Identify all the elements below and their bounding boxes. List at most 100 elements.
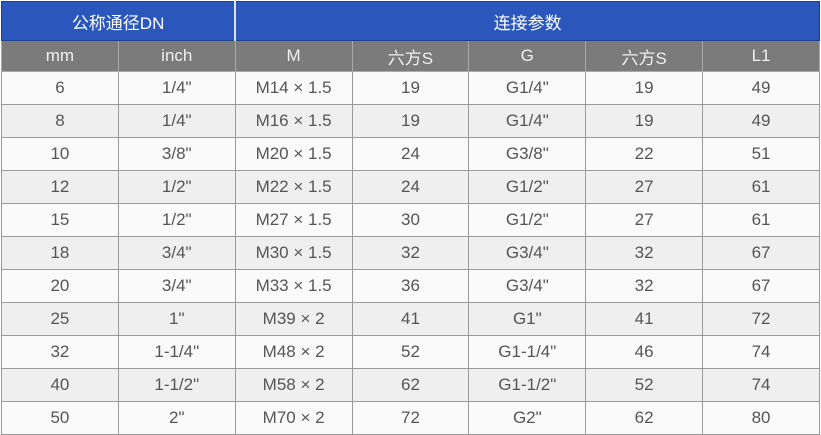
cell-inch: 3/8" <box>117 137 236 171</box>
cell-l1: 72 <box>702 302 820 336</box>
cell-l1: 74 <box>702 368 820 402</box>
cell-g: G1-1/2" <box>468 368 587 402</box>
cell-inch: 3/4" <box>117 269 236 303</box>
cell-hex-s-1: 41 <box>351 302 470 336</box>
table-row: 12 1/2" M22 × 1.5 24 G1/2" 27 61 <box>1 170 820 204</box>
cell-l1: 61 <box>702 170 820 204</box>
cell-l1: 67 <box>702 269 820 303</box>
cell-l1: 80 <box>702 401 820 435</box>
cell-g: G1/4" <box>468 71 587 105</box>
cell-g: G2" <box>468 401 587 435</box>
cell-m: M30 × 1.5 <box>234 236 353 270</box>
table-row: 20 3/4" M33 × 1.5 36 G3/4" 32 67 <box>1 269 820 303</box>
cell-hex-s-1: 19 <box>351 104 470 138</box>
cell-inch: 1" <box>117 302 236 336</box>
cell-m: M20 × 1.5 <box>234 137 353 171</box>
cell-inch: 1/4" <box>117 104 236 138</box>
column-header-mm: mm <box>1 40 119 72</box>
cell-inch: 3/4" <box>117 236 236 270</box>
cell-hex-s-2: 19 <box>585 71 704 105</box>
cell-hex-s-2: 19 <box>585 104 704 138</box>
cell-g: G3/4" <box>468 269 587 303</box>
table-row: 15 1/2" M27 × 1.5 30 G1/2" 27 61 <box>1 203 820 237</box>
cell-l1: 49 <box>702 104 820 138</box>
cell-mm: 10 <box>1 137 119 171</box>
cell-hex-s-1: 52 <box>351 335 470 369</box>
cell-mm: 6 <box>1 71 119 105</box>
cell-m: M22 × 1.5 <box>234 170 353 204</box>
cell-mm: 8 <box>1 104 119 138</box>
cell-g: G1/4" <box>468 104 587 138</box>
cell-hex-s-2: 46 <box>585 335 704 369</box>
cell-hex-s-2: 32 <box>585 236 704 270</box>
cell-g: G1/2" <box>468 170 587 204</box>
cell-mm: 20 <box>1 269 119 303</box>
cell-m: M14 × 1.5 <box>234 71 353 105</box>
cell-g: G1" <box>468 302 587 336</box>
group-header-connection-params: 连接参数 <box>234 1 821 41</box>
cell-g: G3/8" <box>468 137 587 171</box>
column-header-m: M <box>234 40 353 72</box>
cell-l1: 74 <box>702 335 820 369</box>
cell-hex-s-1: 24 <box>351 137 470 171</box>
cell-hex-s-1: 30 <box>351 203 470 237</box>
cell-inch: 1-1/2" <box>117 368 236 402</box>
cell-m: M70 × 2 <box>234 401 353 435</box>
cell-mm: 15 <box>1 203 119 237</box>
cell-l1: 49 <box>702 71 820 105</box>
cell-hex-s-1: 32 <box>351 236 470 270</box>
column-header-hex-s-1: 六方S <box>351 40 470 72</box>
cell-m: M27 × 1.5 <box>234 203 353 237</box>
table-row: 6 1/4" M14 × 1.5 19 G1/4" 19 49 <box>1 71 820 105</box>
cell-mm: 40 <box>1 368 119 402</box>
cell-hex-s-1: 62 <box>351 368 470 402</box>
table-row: 40 1-1/2" M58 × 2 62 G1-1/2" 52 74 <box>1 368 820 402</box>
table-row: 10 3/8" M20 × 1.5 24 G3/8" 22 51 <box>1 137 820 171</box>
cell-hex-s-1: 24 <box>351 170 470 204</box>
cell-inch: 1/2" <box>117 203 236 237</box>
cell-mm: 25 <box>1 302 119 336</box>
cell-inch: 1-1/4" <box>117 335 236 369</box>
cell-l1: 51 <box>702 137 820 171</box>
cell-inch: 2" <box>117 401 236 435</box>
cell-g: G1/2" <box>468 203 587 237</box>
table-row: 25 1" M39 × 2 41 G1" 41 72 <box>1 302 820 336</box>
cell-m: M48 × 2 <box>234 335 353 369</box>
cell-l1: 61 <box>702 203 820 237</box>
cell-hex-s-1: 36 <box>351 269 470 303</box>
cell-inch: 1/2" <box>117 170 236 204</box>
cell-hex-s-2: 32 <box>585 269 704 303</box>
column-header-inch: inch <box>117 40 236 72</box>
cell-mm: 32 <box>1 335 119 369</box>
cell-hex-s-2: 62 <box>585 401 704 435</box>
table-row: 18 3/4" M30 × 1.5 32 G3/4" 32 67 <box>1 236 820 270</box>
cell-hex-s-2: 41 <box>585 302 704 336</box>
cell-hex-s-1: 19 <box>351 71 470 105</box>
column-header-g: G <box>468 40 587 72</box>
cell-mm: 18 <box>1 236 119 270</box>
cell-mm: 50 <box>1 401 119 435</box>
cell-hex-s-1: 72 <box>351 401 470 435</box>
table-row: 50 2" M70 × 2 72 G2" 62 80 <box>1 401 820 435</box>
cell-g: G3/4" <box>468 236 587 270</box>
group-header-row: 公称通径DN 连接参数 <box>1 1 821 41</box>
group-header-nominal-diameter: 公称通径DN <box>1 1 237 41</box>
cell-g: G1-1/4" <box>468 335 587 369</box>
cell-m: M16 × 1.5 <box>234 104 353 138</box>
column-header-row: mm inch M 六方S G 六方S L1 <box>1 40 820 72</box>
cell-m: M39 × 2 <box>234 302 353 336</box>
cell-hex-s-2: 22 <box>585 137 704 171</box>
cell-m: M58 × 2 <box>234 368 353 402</box>
table-row: 32 1-1/4" M48 × 2 52 G1-1/4" 46 74 <box>1 335 820 369</box>
cell-hex-s-2: 27 <box>585 170 704 204</box>
cell-hex-s-2: 52 <box>585 368 704 402</box>
cell-hex-s-2: 27 <box>585 203 704 237</box>
cell-l1: 67 <box>702 236 820 270</box>
table-row: 8 1/4" M16 × 1.5 19 G1/4" 19 49 <box>1 104 820 138</box>
cell-m: M33 × 1.5 <box>234 269 353 303</box>
column-header-l1: L1 <box>702 40 820 72</box>
cell-inch: 1/4" <box>117 71 236 105</box>
column-header-hex-s-2: 六方S <box>585 40 704 72</box>
cell-mm: 12 <box>1 170 119 204</box>
